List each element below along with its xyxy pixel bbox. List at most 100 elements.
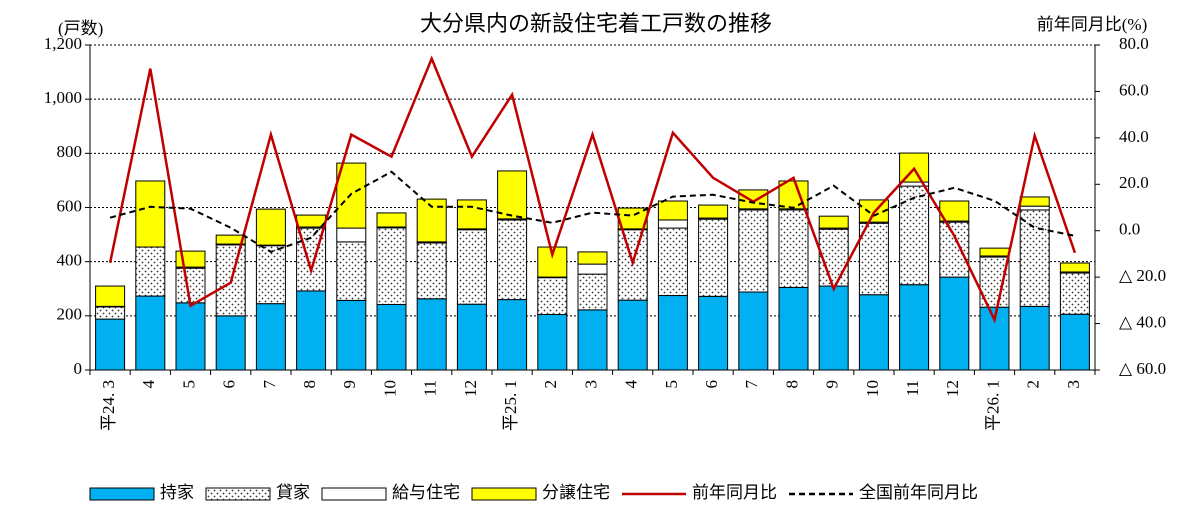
bar [818, 215, 849, 229]
y-tick-label: 400 [57, 251, 83, 270]
bar [657, 200, 688, 221]
x-tick-label: 11 [903, 380, 922, 396]
y2-tick-label: △ 20.0 [1119, 266, 1166, 285]
x-tick-label: 2 [1024, 380, 1043, 389]
x-tick-label: 2 [541, 380, 560, 389]
bar [698, 204, 729, 219]
bar [135, 246, 166, 297]
bar [577, 309, 608, 371]
x-tick-label: 9 [340, 380, 359, 389]
bar [336, 241, 367, 301]
bar [1019, 205, 1050, 211]
x-tick-label: 7 [742, 380, 761, 389]
y2-tick-label: 40.0 [1119, 127, 1149, 146]
bar [336, 227, 367, 243]
bar [497, 219, 528, 301]
bar [577, 273, 608, 311]
x-tick-label: 3 [1064, 380, 1083, 389]
bar [1019, 305, 1050, 371]
bar [778, 209, 809, 288]
bar [135, 180, 166, 248]
x-tick-label: 6 [220, 380, 239, 389]
bar [698, 218, 729, 297]
x-tick-label: 10 [863, 380, 882, 397]
bar [336, 299, 367, 371]
bar [456, 229, 487, 305]
x-tick-label: 4 [622, 380, 641, 389]
bar [577, 251, 608, 265]
bar [537, 277, 568, 315]
bar [1059, 262, 1090, 273]
x-tick-label: 平26. 1 [983, 380, 1002, 431]
y2-tick-label: △ 40.0 [1119, 312, 1166, 331]
bar [577, 263, 608, 275]
bar [939, 221, 970, 278]
x-tick-label: 平24. 3 [99, 380, 118, 431]
bar [497, 170, 528, 220]
legend-label: 前年同月比 [692, 483, 777, 502]
bar [215, 315, 246, 371]
bar [95, 285, 126, 307]
line [109, 170, 1076, 253]
bar [95, 318, 126, 371]
y-tick-label: 800 [57, 142, 83, 161]
bar [657, 227, 688, 297]
legend-swatch [205, 487, 271, 501]
bar [416, 242, 447, 300]
bar [1059, 272, 1090, 315]
y-tick-label: 0 [74, 359, 83, 378]
chart-title: 大分県内の新設住宅着工戸数の推移 [420, 11, 772, 36]
bar [456, 199, 487, 230]
bar [698, 295, 729, 371]
bar [818, 285, 849, 371]
y2-tick-label: 0.0 [1119, 220, 1140, 239]
bar [336, 162, 367, 229]
bar [175, 267, 206, 304]
bar [858, 294, 889, 371]
x-tick-label: 5 [662, 380, 681, 389]
y2-tick-label: 60.0 [1119, 80, 1149, 99]
bar [255, 245, 286, 305]
y-tick-label: 1,000 [44, 88, 82, 107]
bar [617, 299, 648, 371]
legend-swatch [471, 487, 537, 501]
x-tick-label: 11 [421, 380, 440, 396]
x-tick-label: 7 [260, 380, 279, 389]
bar [416, 298, 447, 371]
bar [296, 290, 327, 371]
legend-label: 持家 [160, 483, 194, 502]
bar [979, 247, 1010, 257]
bar [1059, 313, 1090, 371]
y2-tick-label: 20.0 [1119, 173, 1149, 192]
bar [255, 303, 286, 371]
bar [738, 209, 769, 293]
bar [497, 299, 528, 371]
y2-tick-label: △ 60.0 [1119, 359, 1166, 378]
y2-axis-label: 前年同月比(%) [1037, 15, 1147, 34]
bar [175, 302, 206, 371]
x-tick-label: 8 [300, 380, 319, 389]
legend-label: 全国前年同月比 [859, 483, 978, 502]
line [108, 55, 1077, 324]
x-tick-label: 8 [782, 380, 801, 389]
bar [738, 291, 769, 371]
bar [175, 250, 206, 268]
bar [657, 219, 688, 229]
x-tick-label: 6 [702, 380, 721, 389]
bar [1019, 196, 1050, 207]
x-tick-label: 4 [139, 380, 158, 389]
legend-swatch [89, 487, 155, 501]
bar [939, 276, 970, 371]
bar [778, 286, 809, 371]
bar [95, 306, 126, 320]
bar [899, 185, 930, 286]
bar [376, 212, 407, 228]
bar [537, 313, 568, 371]
legend-label: 貸家 [276, 483, 310, 502]
y-tick-label: 200 [57, 305, 83, 324]
bar [376, 303, 407, 371]
x-tick-label: 9 [823, 380, 842, 389]
x-tick-label: 平25. 1 [501, 380, 520, 431]
bar [899, 284, 930, 371]
